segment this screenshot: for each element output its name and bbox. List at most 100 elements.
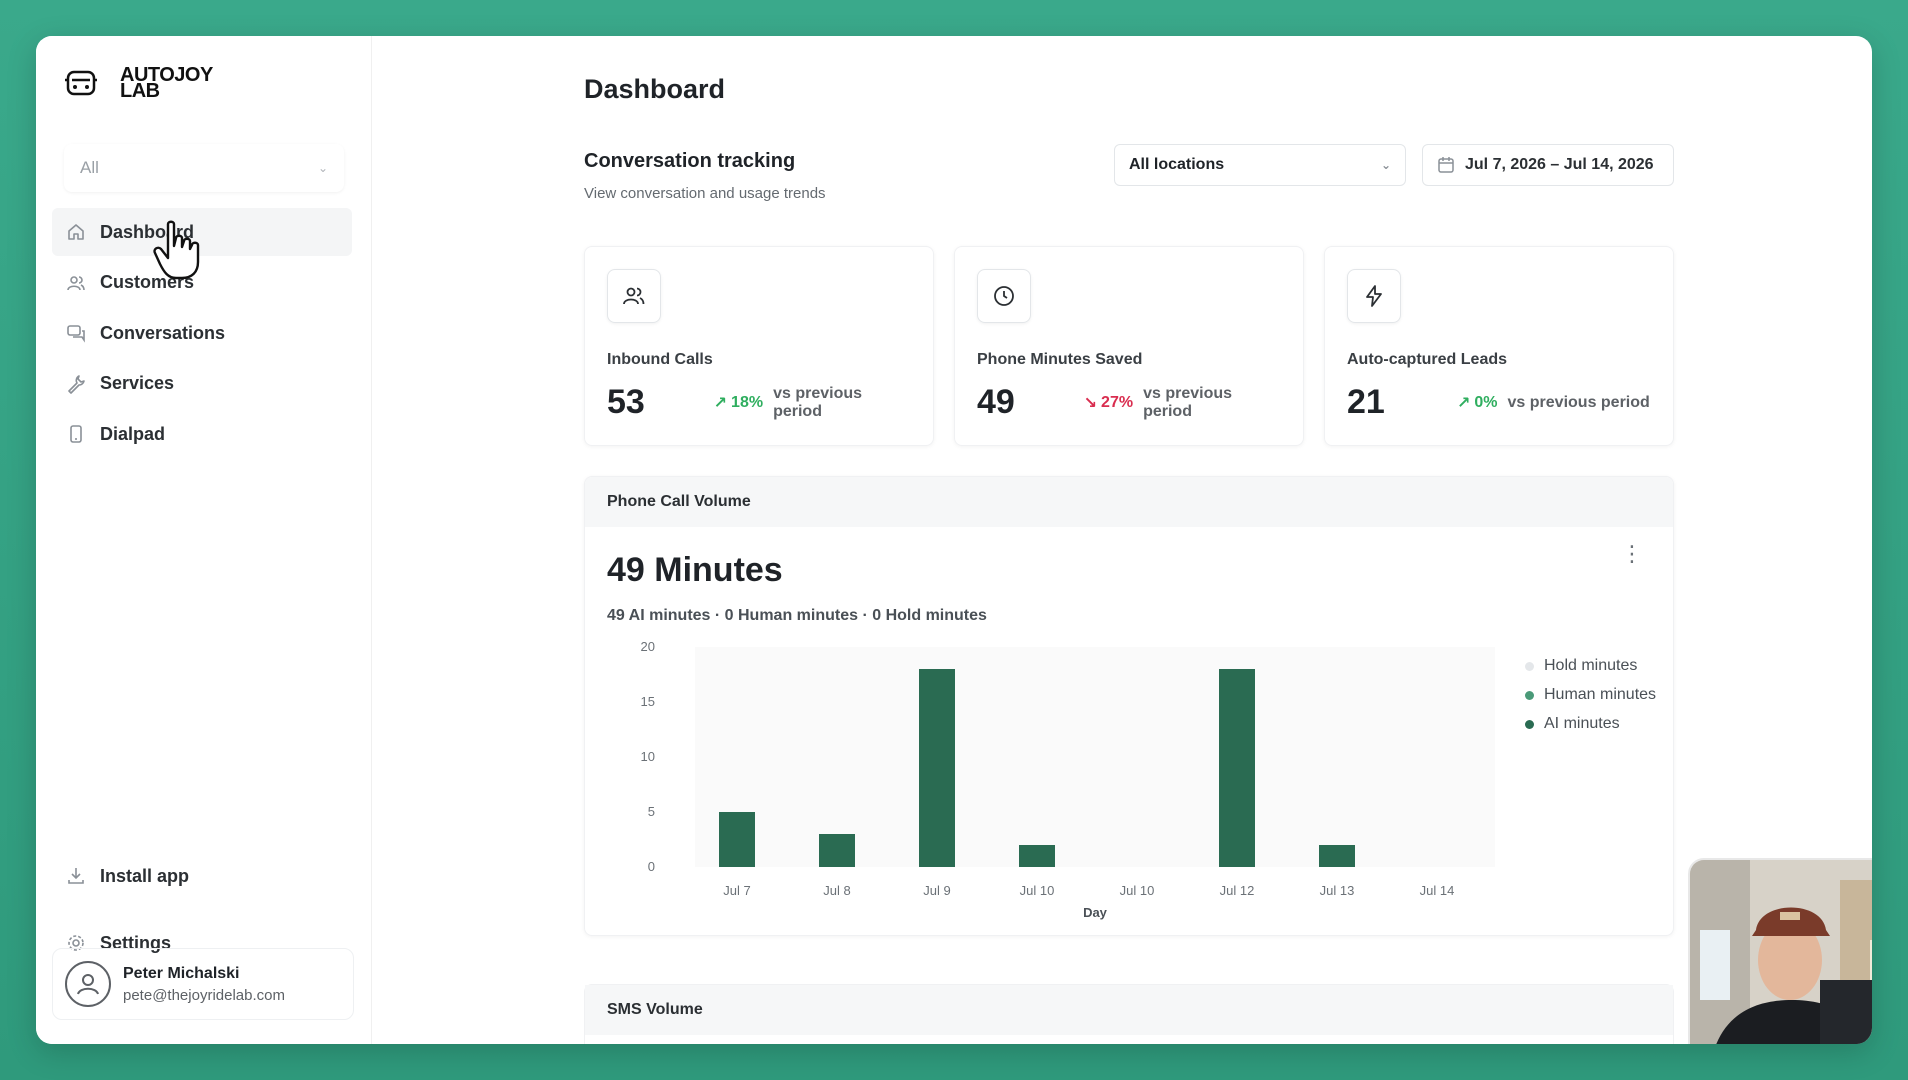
trend-value: 18%: [731, 393, 764, 411]
stat-card-phone-minutes-saved: Phone Minutes Saved 49 ↘ 27% vs previous…: [954, 246, 1304, 446]
brand-name: AUTOJOY LAB: [120, 65, 240, 102]
home-icon: [66, 222, 86, 242]
sidebar-item-conversations[interactable]: Conversations: [52, 309, 352, 357]
sidebar-item-label: Services: [100, 373, 175, 394]
install-app-button[interactable]: Install app: [52, 852, 352, 900]
location-select-value: All locations: [1129, 156, 1225, 173]
chevron-down-icon: ⌄: [317, 161, 328, 175]
legend-label: Hold minutes: [1544, 657, 1638, 674]
stat-label: Auto-captured Leads: [1347, 351, 1508, 368]
stat-card-auto-captured-leads: Auto-captured Leads 21 ↗ 0% vs previous …: [1324, 246, 1674, 446]
trend-up-icon: ↗: [713, 394, 728, 412]
bar-ai-minutes: [719, 812, 755, 867]
scope-select[interactable]: All ⌄: [64, 144, 344, 192]
trend-up-icon: ↗: [1457, 394, 1471, 412]
section-title: Conversation tracking: [584, 150, 796, 172]
legend-item-human[interactable]: Human minutes: [1525, 686, 1656, 704]
date-range-picker[interactable]: Jul 7, 2026 – Jul 14, 2026: [1422, 144, 1674, 186]
plot-background: [695, 647, 1495, 867]
x-tick-label: Jul 10: [1120, 883, 1155, 898]
y-tick-label: 10: [641, 749, 655, 764]
wrench-icon: [66, 374, 86, 394]
webcam-overlay: [1688, 858, 1872, 1044]
legend-label: Human minutes: [1544, 686, 1657, 703]
legend-label: AI minutes: [1544, 715, 1620, 732]
chevron-down-icon: ⌄: [1380, 158, 1391, 172]
chart-breakdown: 49 AI minutes · 0 Human minutes · 0 Hold…: [607, 607, 987, 624]
chart-legend: Hold minutes Human minutes AI minutes: [1525, 657, 1656, 744]
y-tick-label: 0: [648, 859, 655, 874]
legend-dot: [1525, 661, 1534, 671]
scope-select-value: All: [80, 158, 99, 177]
y-tick-label: 5: [648, 804, 655, 819]
sidebar-item-services[interactable]: Services: [52, 360, 352, 408]
page-title: Dashboard: [584, 74, 726, 104]
x-tick-label: Jul 12: [1220, 883, 1255, 898]
chart-total: 49 Minutes: [607, 551, 783, 589]
bar-ai-minutes: [819, 834, 855, 867]
stat-label: Phone Minutes Saved: [977, 351, 1143, 368]
sms-header: SMS Volume: [585, 985, 1673, 1035]
legend-dot: [1525, 719, 1534, 729]
phone-icon: [66, 424, 86, 444]
sidebar-item-dialpad[interactable]: Dialpad: [52, 410, 352, 458]
bar-ai-minutes: [1019, 845, 1055, 867]
x-tick-label: Jul 14: [1420, 883, 1455, 898]
avatar: [65, 961, 111, 1007]
call-volume-chart: 20 15 10 5 0 Jul 7 Jul 8 Jul 9 Jul 10 Jul 10 Jul 1…: [641, 639, 1495, 920]
location-select[interactable]: All locations ⌄: [1114, 144, 1406, 186]
sidebar: AUTOJOY LAB All ⌄ Dashboard Customers: [36, 36, 372, 1044]
sidebar-item-dashboard[interactable]: Dashboard: [52, 208, 352, 256]
bar-ai-minutes: [919, 669, 955, 867]
stat-value: 49: [977, 383, 1015, 421]
sidebar-bottom-nav: Install app Settings: [52, 852, 352, 986]
bar-ai-minutes: [1319, 845, 1355, 867]
legend-item-hold[interactable]: Hold minutes: [1525, 657, 1656, 675]
download-icon: [66, 866, 86, 886]
sidebar-item-label: Dialpad: [100, 423, 166, 444]
sidebar-item-label: Conversations: [100, 322, 226, 343]
user-avatar-icon: [77, 974, 99, 995]
brand-logo[interactable]: AUTOJOY LAB: [64, 65, 240, 102]
main-content: Dashboard Conversation tracking View con…: [374, 36, 1872, 1044]
trend-value: 0%: [1474, 393, 1498, 411]
x-tick-label: Jul 10: [1020, 883, 1055, 898]
webcam-person-image: [1690, 860, 1872, 1044]
trend-badge: ↘ 27%: [1084, 393, 1133, 413]
more-options-icon[interactable]: ⋮: [1621, 541, 1643, 566]
brand-line-2: LAB: [120, 80, 160, 102]
y-tick-label: 15: [641, 694, 655, 709]
phone-call-volume-card: Phone Call Volume 49 Minutes 49 AI minut…: [584, 476, 1674, 936]
trend-down-icon: ↘: [1083, 394, 1098, 412]
user-profile-card[interactable]: Peter Michalski pete@thejoyridelab.com: [52, 948, 354, 1020]
gear-icon: [66, 933, 86, 953]
stat-comparison: vs previous period: [1507, 393, 1650, 411]
legend-item-ai[interactable]: AI minutes: [1525, 715, 1656, 733]
x-tick-label: Jul 13: [1320, 883, 1355, 898]
legend-dot: [1525, 690, 1534, 700]
settings-button[interactable]: Settings: [52, 919, 352, 967]
trend-badge: ↗ 0%: [1457, 393, 1498, 413]
trend-badge: ↗ 18%: [714, 393, 763, 413]
clock-icon: [977, 269, 1031, 323]
app-window: AUTOJOY LAB All ⌄ Dashboard Customers: [36, 36, 1872, 1044]
section-subtitle: View conversation and usage trends: [584, 185, 826, 202]
chart-header: Phone Call Volume: [585, 477, 1673, 527]
calendar-icon: [1438, 157, 1454, 173]
date-range-value: Jul 7, 2026 – Jul 14, 2026: [1465, 156, 1654, 173]
y-tick-label: 20: [641, 639, 655, 654]
x-axis-label: Day: [1083, 905, 1108, 920]
stat-card-inbound-calls: Inbound Calls 53 ↗ 18% vs previous perio…: [584, 246, 934, 446]
stat-value: 21: [1347, 383, 1385, 421]
sidebar-nav: Dashboard Customers Conversations Servic…: [52, 208, 352, 461]
car-logo-icon: [65, 70, 97, 96]
x-tick-label: Jul 8: [823, 883, 850, 898]
stat-value: 53: [607, 383, 645, 421]
sms-volume-card: SMS Volume: [584, 984, 1674, 1044]
stat-label: Inbound Calls: [607, 351, 713, 368]
install-app-label: Install app: [100, 865, 190, 886]
stat-comparison: vs previous period: [773, 384, 863, 420]
x-tick-label: Jul 9: [923, 883, 950, 898]
trend-value: 27%: [1101, 393, 1134, 411]
settings-label: Settings: [100, 932, 172, 953]
